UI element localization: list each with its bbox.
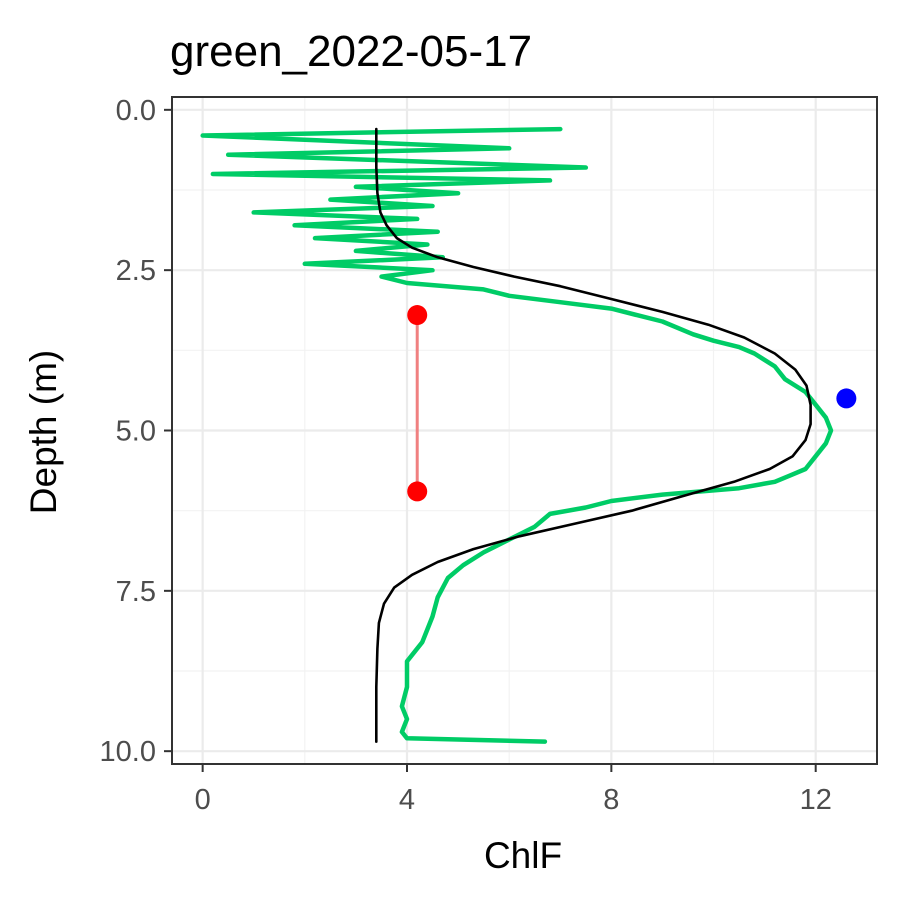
plot-data: [200, 126, 857, 744]
grid: [172, 97, 877, 764]
x-tick-label: 4: [399, 784, 415, 816]
y-tick-label: 10.0: [100, 736, 156, 768]
y-tick-label: 7.5: [116, 576, 156, 608]
chart-title: green_2022-05-17: [170, 27, 532, 76]
layer-bound-point: [407, 481, 428, 502]
fitted-curve-line: [374, 127, 812, 743]
x-axis-title: ChlF: [484, 835, 562, 876]
layer-bound-point: [407, 305, 428, 326]
y-tick-label: 5.0: [116, 416, 156, 448]
x-tick-label: 0: [195, 784, 211, 816]
x-tick-label: 12: [800, 784, 832, 816]
peak-point: [836, 388, 857, 409]
x-tick-label: 8: [603, 784, 619, 816]
observed-profile-line: [200, 126, 834, 744]
axis-ticks: 0 4 8 12 0.0 2.5 5.0 7.5 10.0: [100, 95, 832, 816]
y-tick-label: 2.5: [116, 255, 156, 287]
y-tick-label: 0.0: [116, 95, 156, 127]
y-axis-title: Depth (m): [23, 350, 64, 514]
